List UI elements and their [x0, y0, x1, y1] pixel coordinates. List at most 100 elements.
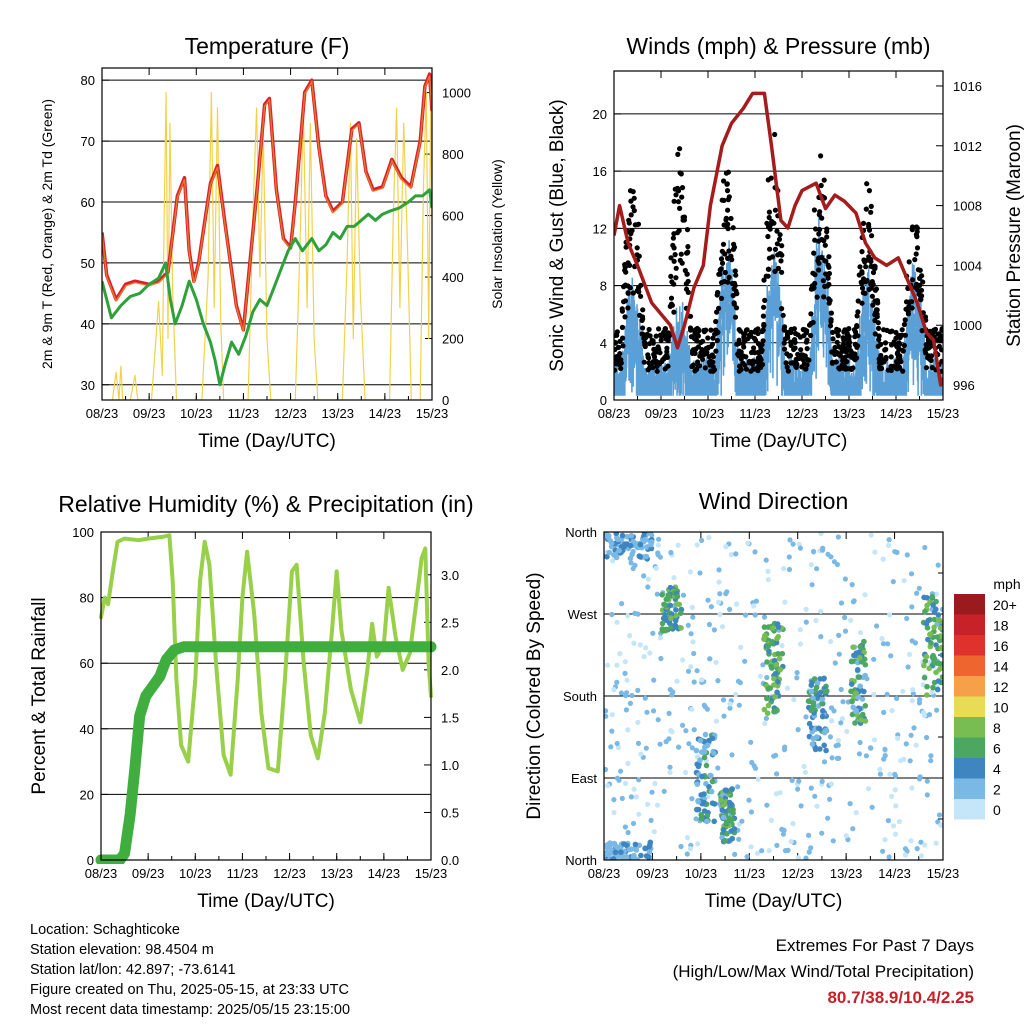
x-tick-label: 13/23	[833, 406, 866, 421]
gust-point	[675, 188, 682, 194]
direction-point	[699, 749, 705, 755]
gust-point	[621, 299, 627, 305]
gust-point	[875, 320, 881, 326]
direction-point	[903, 741, 909, 747]
colorbar-label: 20+	[993, 597, 1017, 613]
direction-point	[604, 844, 611, 851]
gust-point	[710, 354, 716, 360]
gust-point	[740, 360, 746, 366]
gust-point	[725, 279, 731, 285]
gust-point	[618, 360, 624, 366]
gust-point	[718, 280, 725, 286]
gust-point	[656, 361, 663, 367]
colorbar-swatch	[954, 635, 985, 656]
direction-point	[685, 668, 692, 674]
direction-point	[680, 592, 687, 598]
direction-point	[934, 686, 941, 693]
direction-point	[693, 816, 699, 822]
gust-point	[630, 189, 636, 195]
gust-point	[901, 321, 908, 328]
gust-point	[834, 326, 840, 332]
direction-point	[882, 753, 888, 759]
gust-point	[923, 365, 930, 371]
direction-point	[723, 819, 730, 826]
direction-point	[674, 678, 680, 684]
gust-point	[782, 336, 788, 342]
gust-point	[888, 363, 894, 369]
direction-point	[773, 791, 780, 797]
gust-point	[842, 366, 848, 372]
direction-point	[645, 576, 652, 582]
direction-point	[752, 612, 758, 618]
direction-point	[720, 697, 727, 703]
direction-point	[847, 801, 853, 807]
direction-point	[836, 632, 842, 639]
y2-tick-label: 1008	[953, 199, 982, 214]
direction-point	[862, 672, 868, 679]
gust-point	[875, 325, 882, 331]
direction-point	[848, 658, 855, 665]
direction-point	[655, 802, 661, 808]
direction-point	[789, 777, 795, 784]
direction-point	[781, 565, 787, 572]
direction-point	[651, 829, 657, 835]
direction-point	[937, 625, 943, 631]
direction-point	[615, 744, 622, 751]
direction-point	[861, 638, 867, 645]
colorbar-swatch	[954, 778, 985, 799]
y2-tick-label: 600	[442, 209, 464, 224]
direction-point	[615, 536, 621, 543]
gust-point	[799, 352, 805, 358]
elevation-text: Station elevation: 98.4504 m	[30, 942, 214, 958]
x-tick-label: 13/23	[320, 866, 353, 881]
colorbar-label: 8	[993, 720, 1001, 736]
gust-point	[692, 350, 698, 356]
direction-point	[935, 617, 942, 623]
direction-point	[857, 739, 863, 746]
direction-point	[745, 540, 751, 546]
gust-point	[744, 327, 750, 333]
direction-point	[933, 591, 939, 597]
direction-point	[877, 771, 884, 777]
direction-point	[871, 656, 877, 662]
direction-point	[698, 815, 705, 822]
direction-point	[812, 793, 818, 799]
direction-point	[751, 603, 757, 609]
gust-point	[639, 331, 645, 337]
gust-point	[618, 365, 624, 372]
direction-point	[735, 678, 742, 684]
gust-point	[694, 338, 700, 344]
direction-point	[831, 708, 837, 714]
direction-point	[857, 630, 864, 636]
colorbar-swatch	[954, 676, 985, 697]
gust-point	[614, 333, 617, 339]
direction-point	[835, 737, 842, 744]
direction-point	[765, 568, 771, 575]
gust-point	[808, 311, 814, 317]
direction-point	[641, 654, 647, 660]
direction-point	[728, 552, 735, 558]
direction-point	[910, 691, 916, 697]
direction-point	[834, 561, 841, 568]
gust-point	[793, 359, 799, 366]
gust-point	[760, 313, 767, 319]
x-tick-label: 08/23	[588, 866, 621, 881]
gust-point	[653, 333, 659, 339]
gust-point	[728, 215, 734, 222]
gust-point	[849, 354, 855, 360]
direction-point	[630, 538, 637, 545]
gust-point	[898, 359, 904, 365]
gust-point	[861, 257, 867, 263]
gust-point	[776, 236, 783, 242]
x-axis-label: Time (Day/UTC)	[198, 431, 336, 452]
direction-point	[827, 734, 834, 740]
colorbar-label: 12	[993, 679, 1009, 695]
gust-point	[671, 198, 677, 204]
direction-point	[774, 635, 780, 642]
gust-point	[818, 153, 824, 159]
direction-point	[614, 619, 620, 625]
direction-point	[809, 707, 815, 713]
direction-point	[678, 625, 684, 631]
direction-point	[929, 654, 936, 660]
direction-point	[882, 837, 888, 843]
